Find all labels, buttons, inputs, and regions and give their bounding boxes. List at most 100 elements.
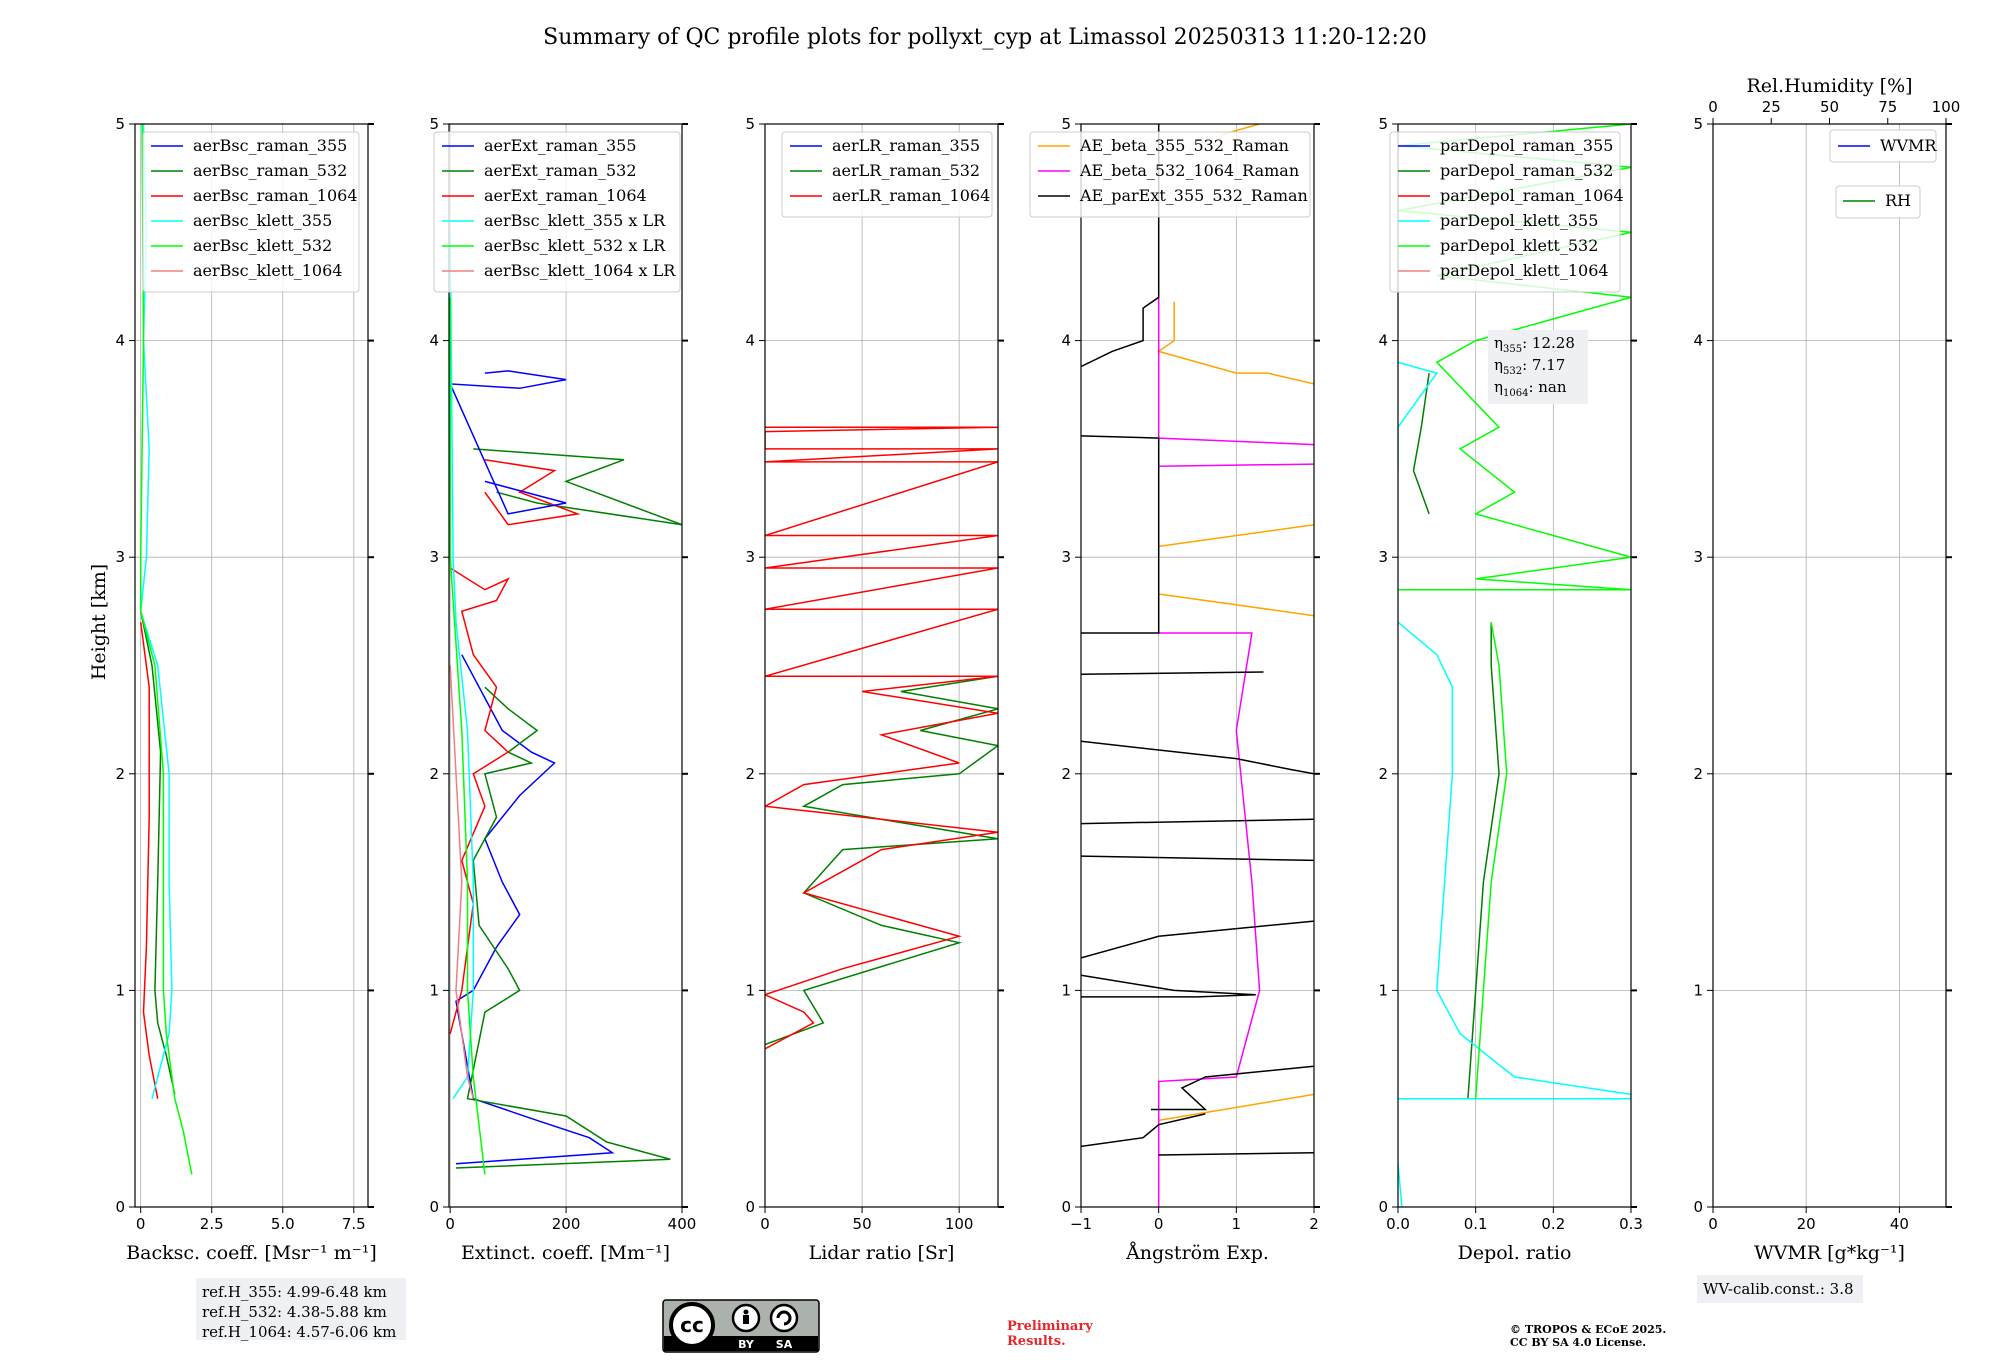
ref-height-532: ref.H_532: 4.38-5.88 km [202,1303,387,1321]
top-x-tick-label: 50 [1820,98,1839,116]
sa-arrow [776,1310,792,1326]
series-AE_beta_355_532_Raman_c [1158,523,1314,548]
legend-label: aerBsc_raman_532 [193,161,347,180]
panel-6: 0 20 40 0 1 2 3 4 5 WVMR [g*kg⁻¹] 0 25 50 75 100 Rel.Hu… [1693,75,1960,1264]
y-tick-label: 2 [1693,765,1703,783]
y-tick-label: 4 [115,332,125,350]
axes-frame [1712,123,1947,1208]
legend-label: AE_beta_355_532_Raman [1079,136,1289,155]
y-tick-label: 2 [1061,765,1071,783]
x-tick-label: 0.3 [1619,1215,1643,1233]
by-person-head [743,1309,749,1315]
series-AE_parExt_355_532_Raman_f [1081,855,1314,862]
axes-frame [1397,123,1632,1208]
y-tick-label: 5 [1061,115,1071,133]
legend: AE_beta_355_532_Raman AE_beta_532_1064_Ra… [1029,131,1311,218]
series-aerExt_raman_1064_upper [484,458,581,526]
x-tick-label: 50 [853,1215,872,1233]
series-group [765,426,998,1050]
top-x-tick-label: 25 [1762,98,1781,116]
legend: aerLR_raman_355 aerLR_raman_532 aerLR_rama… [781,131,993,218]
y-tick-label: 1 [745,981,755,999]
legend-box-rh [1835,185,1921,219]
x-tick-label: −1 [1070,1215,1092,1233]
series-aerExt_raman_355 [455,654,615,1165]
series-parDepol_klett_532_b [1398,124,1631,591]
eta-background [1488,330,1588,404]
series-aerExt_raman_532 [455,686,671,1169]
x-tick-label: 400 [668,1215,697,1233]
y-tick-label: 2 [1378,765,1388,783]
series-parDepol_klett_355 [1398,1163,1403,1207]
series-parDepol_klett_355_c [1398,361,1439,471]
y-tick-label: 5 [429,115,439,133]
eta-box: η355: 12.28 η532: 7.17 η1064: nan [1488,330,1588,404]
axes-frame [764,123,999,1208]
x-axis-label: Backsc. coeff. [Msr⁻¹ m⁻¹] [126,1242,377,1264]
x-tick-label: 1 [1232,1215,1242,1233]
x-tick-label: 20 [1797,1215,1816,1233]
series-aerLR_raman_1064 [765,426,998,1050]
series-AE_parExt_355_532_Raman_j [1081,1113,1206,1148]
y-tick-label: 2 [115,765,125,783]
series-parDepol_raman_532 [1467,622,1500,1099]
wv-calib-text: WV-calib.const.: 3.8 [1703,1280,1854,1298]
x-tick-label: 7.5 [342,1215,366,1233]
legend-label: RH [1885,191,1911,210]
x-tick-label: 2.5 [200,1215,224,1233]
x-tick-label: 0 [760,1215,770,1233]
y-tick-label: 5 [115,115,125,133]
panel-5: 0.0 0.1 0.2 0.3 0 1 2 3 4 5 Depol. ratio parDepol_r… [1378,115,1642,1264]
wv-calib-box: WV-calib.const.: 3.8 [1697,1275,1863,1303]
axes-frame [448,123,683,1208]
eta-1064-value: : nan [1528,378,1566,396]
series-aerBsc_klett_532 x LR [449,297,486,1175]
series-AE_parExt_355_532_Raman_d [1081,740,1314,775]
legend-label: AE_parExt_355_532_Raman [1079,186,1308,205]
copyright-line-1: © TROPOS & ECoE 2025. [1510,1323,1666,1336]
y-tick-label: 0 [115,1198,125,1216]
series-AE_beta_532_1064_Raman_c [1157,632,1261,1207]
ref-heights-background [196,1278,406,1340]
eta-355-value: : 12.28 [1522,334,1575,352]
series-aerBsc_raman_1064 [139,622,159,1099]
legend-label: aerBsc_raman_1064 [193,186,358,205]
sa-label: SA [776,1338,793,1351]
series-aerBsc_klett_1064 x LR [449,665,475,1099]
y-tick-label: 1 [1061,981,1071,999]
copyright-line-2: CC BY SA 4.0 License. [1510,1336,1646,1349]
y-tick-label: 0 [1693,1198,1703,1216]
x-tick-label: 0 [445,1215,455,1233]
preliminary-line-2: Results. [1007,1334,1066,1349]
series-group [1398,124,1631,1207]
panel-2: 0 200 400 0 1 2 3 4 5 Extinct. coeff. [Mm⁻¹] aerEx… [429,115,696,1264]
y-tick-label: 2 [429,765,439,783]
y-tick-label: 1 [429,981,439,999]
legend-label: aerBsc_raman_355 [193,136,347,155]
y-tick-label: 1 [1378,981,1388,999]
legend-label: parDepol_raman_532 [1440,161,1613,180]
x-axis-label: Extinct. coeff. [Mm⁻¹] [461,1242,670,1264]
panels: 0 2.5 5.0 7.5 0 1 2 3 4 5 Backsc. coeff. [Msr⁻¹ m⁻… [115,75,1960,1264]
series-AE_beta_355_532_Raman_e [1158,1093,1314,1122]
x-tick-label: 0 [1154,1215,1164,1233]
y-tick-label: 5 [745,115,755,133]
legend-label: aerBsc_klett_532 x LR [484,236,666,255]
y-tick-label: 5 [1693,115,1703,133]
x-tick-label: 2 [1309,1215,1319,1233]
x-tick-label: 5.0 [271,1215,295,1233]
series-AE_parExt_355_532_Raman_c [1081,671,1264,675]
y-tick-label: 4 [745,332,755,350]
legend-box [1389,131,1621,293]
series-parDepol_raman_532_upper [1412,372,1430,515]
y-tick-label: 3 [115,548,125,566]
by-label: BY [738,1338,755,1351]
series-AE_parExt_355_532_Raman_i [1150,1065,1314,1111]
x-axis-label: Ångström Exp. [1125,1242,1269,1264]
y-tick-label: 4 [1693,332,1703,350]
x-tick-label: 0.0 [1386,1215,1410,1233]
by-person-body [743,1315,749,1324]
series-AE_beta_532_1064_Raman_b [1158,463,1314,467]
panel-3: 0 50 100 0 1 2 3 4 5 Lidar ratio [Sr] aerLR_raman_… [745,115,1004,1264]
series-AE_parExt_355_532_Raman_k [1158,1152,1314,1156]
